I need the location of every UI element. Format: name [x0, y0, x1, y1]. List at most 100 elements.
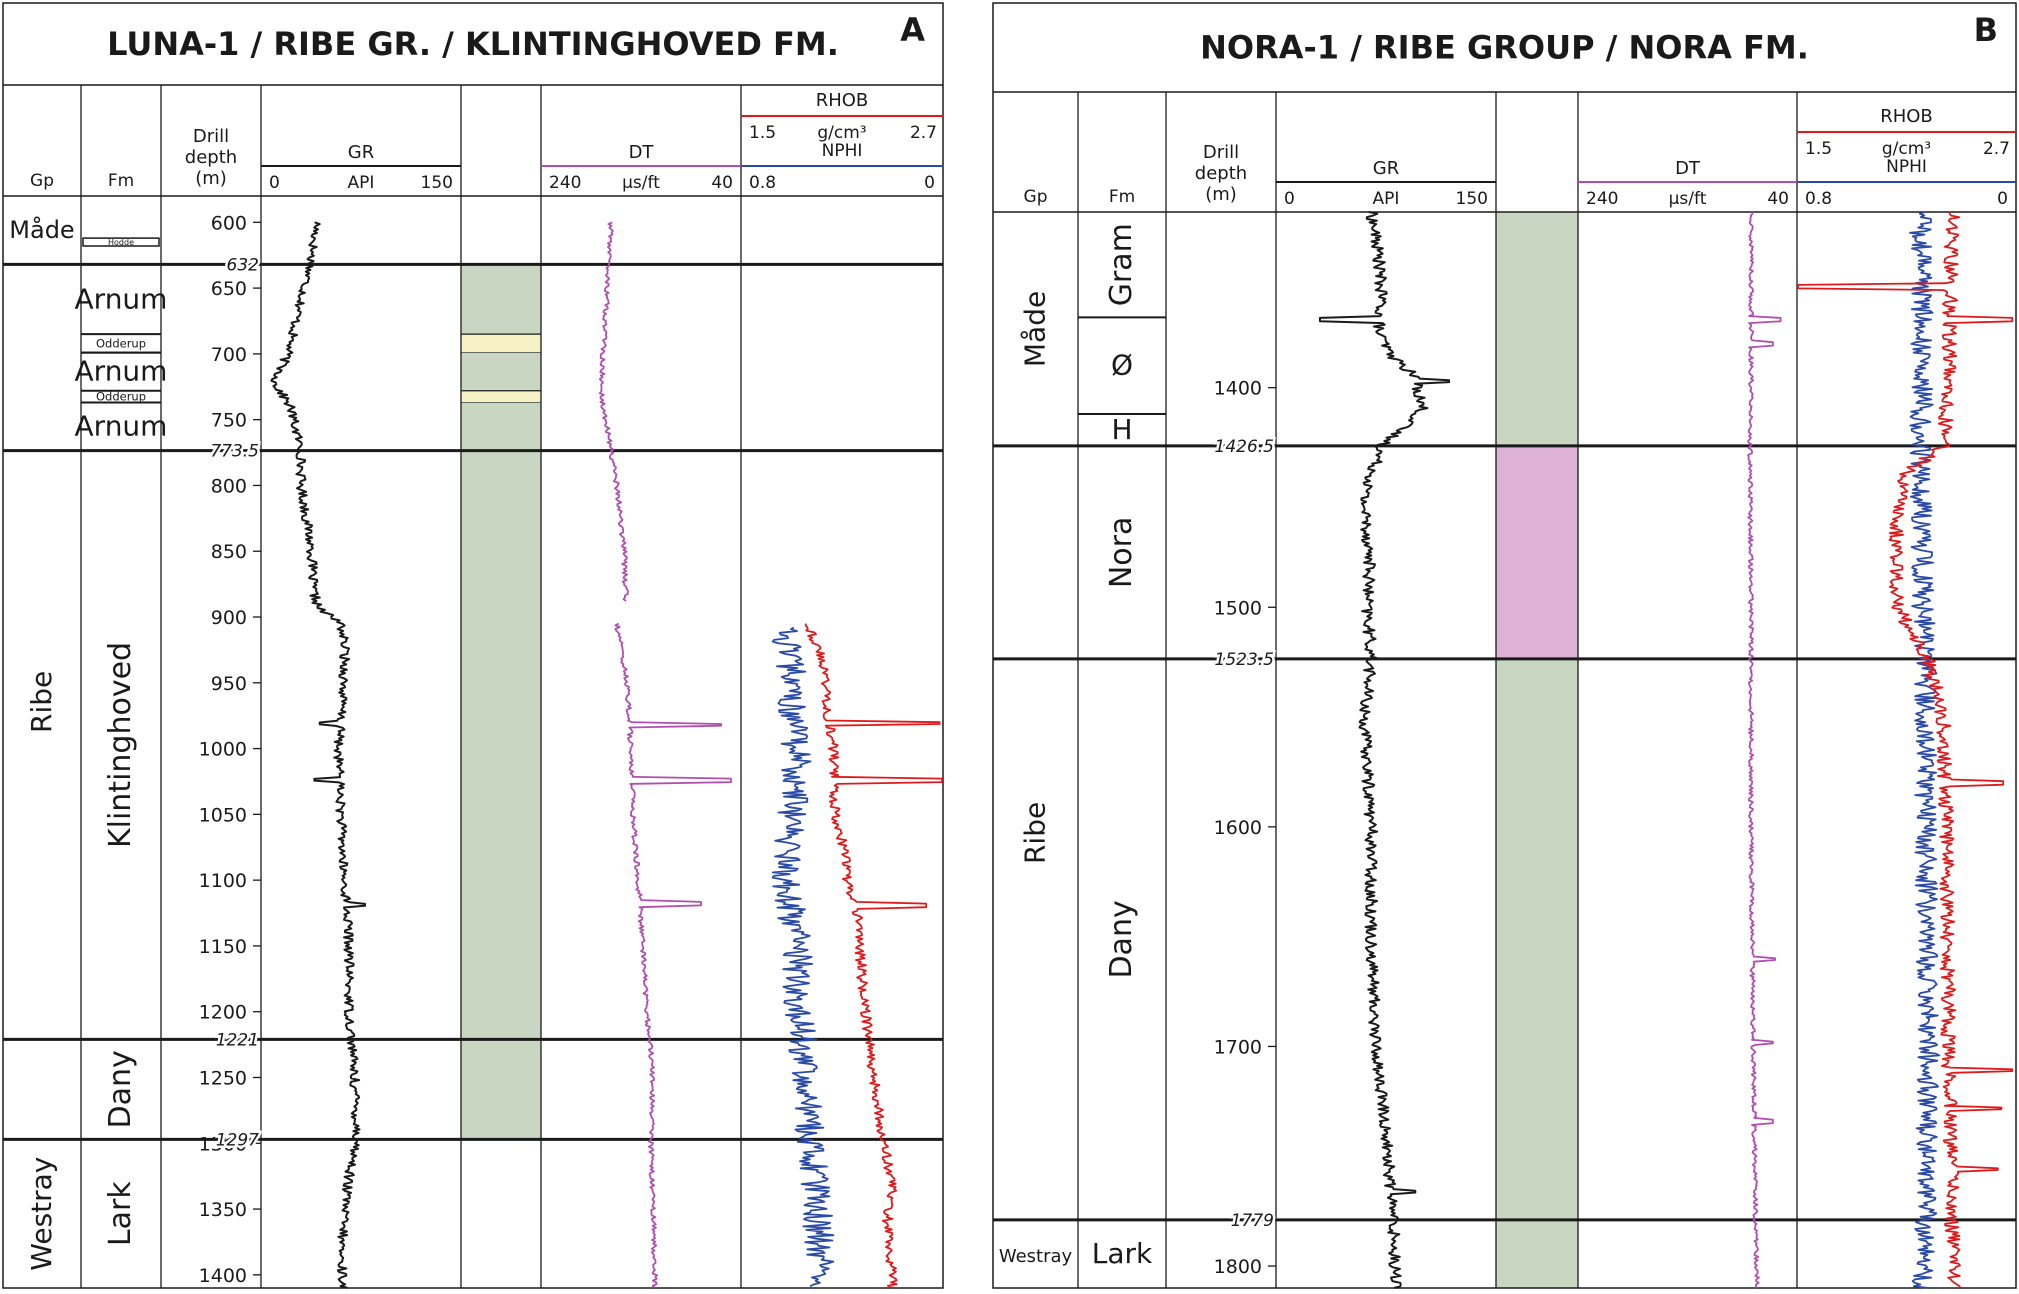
dt-left: 240 [1586, 189, 1618, 209]
formation-label: Dany [1104, 900, 1139, 978]
formation-label: Nora [1104, 517, 1139, 589]
depth-tick-label: 1200 [199, 1002, 247, 1024]
nphi-title: NPHI [822, 141, 863, 161]
depth-tick-label: 1150 [199, 936, 247, 958]
rhob-right: 2.7 [1983, 139, 2010, 159]
dt-right: 40 [711, 173, 733, 193]
depth-tick-label: 1250 [199, 1067, 247, 1089]
formation-label: Arnum [75, 282, 168, 315]
depth-header-line3: (m) [195, 168, 227, 189]
dt-title: DT [629, 142, 655, 163]
gr-min: 0 [269, 173, 280, 193]
depth-tick-label: 1600 [1214, 817, 1262, 839]
depth-tick-label: 1400 [1214, 378, 1262, 400]
fm-header: Fm [1109, 187, 1135, 207]
depth-header-line1: Drill [1203, 142, 1239, 163]
group-label: Ribe [1019, 802, 1052, 864]
depth-tick-label: 750 [211, 410, 247, 432]
gr-max: 150 [421, 173, 453, 193]
boundary-label: 1779 [1231, 1211, 1274, 1231]
formation-label: Arnum [75, 410, 168, 443]
depth-tick-label: 950 [211, 673, 247, 695]
lithology-band [1496, 212, 1578, 446]
formation-label: Klintinghoved [103, 642, 138, 848]
dt-unit: µs/ft [1669, 189, 1707, 209]
depth-tick-label: 700 [211, 344, 247, 366]
gr-title: GR [1373, 158, 1399, 179]
depth-tick-label: 1400 [199, 1265, 247, 1287]
nphi-left: 0.8 [749, 173, 776, 193]
curve-rhob [1797, 211, 2014, 1289]
gr-unit: API [348, 173, 375, 193]
formation-label: H [1111, 413, 1132, 446]
gr-max: 150 [1456, 189, 1488, 209]
depth-tick-label: 1700 [1214, 1036, 1262, 1058]
depth-tick-label: 1100 [199, 870, 247, 892]
nphi-left: 0.8 [1805, 189, 1832, 209]
rhob-title: RHOB [1880, 106, 1933, 127]
depth-tick-label: 900 [211, 607, 247, 629]
depth-tick-label: 1800 [1214, 1256, 1262, 1278]
lithology-band [1496, 445, 1578, 659]
depth-tick-label: 850 [211, 541, 247, 563]
curve-dt [598, 221, 629, 602]
nphi-right: 0 [1997, 189, 2008, 209]
curve-nphi [771, 626, 835, 1288]
boundary-label: 632 [227, 255, 259, 275]
formation-label: Lark [1092, 1237, 1153, 1270]
lithology-band [461, 390, 541, 403]
lithology-band [461, 264, 541, 335]
fm-header: Fm [108, 171, 134, 191]
depth-header-line1: Drill [193, 126, 229, 147]
nphi-right: 0 [924, 173, 935, 193]
dt-right: 40 [1767, 189, 1789, 209]
rhob-title: RHOB [816, 90, 869, 111]
depth-tick-label: 1350 [199, 1199, 247, 1221]
curve-nphi [1909, 211, 1941, 1289]
panel-frame [2, 2, 944, 1289]
gr-unit: API [1373, 189, 1400, 209]
rhob-right: 2.7 [910, 123, 937, 143]
formation-label: Ø [1111, 349, 1133, 382]
lithology-band [461, 352, 541, 391]
curve-gr [1319, 211, 1451, 1289]
rhob-left: 1.5 [749, 123, 776, 143]
depth-tick-label: 1500 [1214, 597, 1262, 619]
gr-min: 0 [1284, 189, 1295, 209]
boundary-label: 1523.5 [1215, 650, 1274, 670]
boundary-label: 773.5 [210, 442, 259, 462]
gr-title: GR [348, 142, 374, 163]
formation-label: Gram [1104, 223, 1139, 306]
group-label: Ribe [25, 671, 58, 733]
group-label: Westray [999, 1246, 1073, 1267]
boundary-label: 1221 [216, 1030, 259, 1050]
boundary-label: 1297 [216, 1130, 259, 1150]
lithology-band [461, 402, 541, 1140]
depth-tick-label: 800 [211, 475, 247, 497]
formation-label: Dany [103, 1050, 138, 1128]
group-label: Måde [9, 215, 74, 244]
panel-title: NORA-1 / RIBE GROUP / NORA FM. [1200, 29, 1809, 67]
curve-dt [614, 622, 732, 1289]
dt-title: DT [1675, 158, 1701, 179]
depth-header-line3: (m) [1205, 184, 1237, 205]
group-label: Westray [25, 1157, 58, 1271]
depth-header-line2: depth [1195, 163, 1247, 184]
formation-label: Odderup [96, 390, 146, 404]
panel-letter: A [900, 11, 925, 49]
panel-title: LUNA-1 / RIBE GR. / KLINTINGHOVED FM. [107, 25, 839, 63]
formation-label: Odderup [96, 336, 146, 350]
gp-header: Gp [1024, 187, 1048, 207]
boundary-label: 1426.5 [1215, 437, 1274, 457]
depth-tick-label: 650 [211, 278, 247, 300]
gp-header: Gp [30, 171, 54, 191]
depth-tick-label: 600 [211, 212, 247, 234]
dt-unit: µs/ft [622, 173, 660, 193]
depth-tick-label: 1000 [199, 739, 247, 761]
curve-dt [1747, 211, 1782, 1289]
formation-label: Arnum [75, 355, 168, 388]
rhob-unit: g/cm³ [1882, 139, 1931, 159]
lithology-band [461, 334, 541, 353]
rhob-unit: g/cm³ [817, 123, 866, 143]
